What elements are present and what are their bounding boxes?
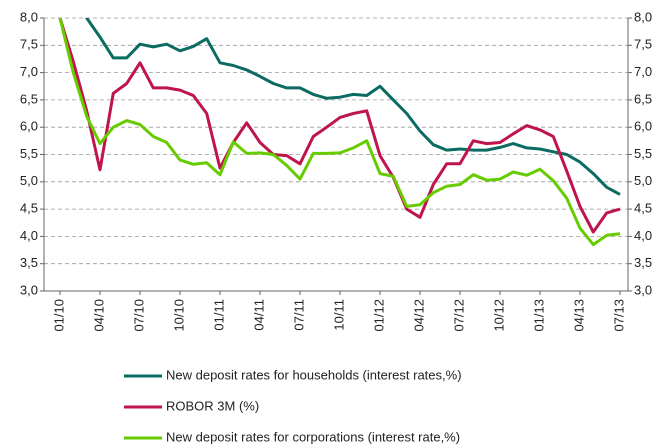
x-tick-label: 01/13 [531,299,546,332]
x-tick-label: 10/11 [331,299,346,331]
y-tick-label: 6,5 [20,91,38,106]
series-line [58,18,621,234]
y2-tick-label: 5,0 [634,173,652,188]
y-tick-label: 4,0 [20,228,38,243]
x-tick-label: 04/11 [251,299,266,331]
x-tick-label: 04/10 [91,299,106,332]
plot-area [58,18,621,247]
y2-tick-label: 6,0 [634,119,652,134]
y-tick-label: 3,5 [20,255,38,270]
y2-tick-label: 4,5 [634,201,652,216]
y-tick-label: 4,5 [20,201,38,216]
y-tick-label: 7,5 [20,37,38,52]
x-tick-label: 10/12 [491,299,506,332]
x-tick-label: 07/11 [291,299,306,331]
series-line [58,18,621,247]
x-tick-label: 07/13 [611,299,626,332]
legend-label: New deposit rates for corporations (inte… [166,429,460,444]
x-tick-label: 10/10 [171,299,186,332]
x-tick-label: 04/12 [411,299,426,332]
y2-tick-label: 5,5 [634,146,652,161]
y2-tick-label: 8,0 [634,9,652,24]
y2-tick-label: 3,5 [634,255,652,270]
x-tick-label: 01/10 [51,299,66,332]
y2-tick-label: 3,0 [634,282,652,297]
y2-tick-label: 4,0 [634,228,652,243]
legend: New deposit rates for households (intere… [124,367,462,444]
y-tick-label: 8,0 [20,9,38,24]
legend-label: New deposit rates for households (intere… [166,367,462,382]
y-tick-label: 3,0 [20,282,38,297]
x-tick-label: 07/10 [131,299,146,332]
y-tick-label: 5,5 [20,146,38,161]
y2-tick-label: 7,5 [634,37,652,52]
y2-tick-label: 6,5 [634,91,652,106]
y-tick-label: 6,0 [20,119,38,134]
axes: 3,0 3,5 4,0 4,5 5,0 5,5 6,0 6,5 7,0 7,5 8,0 3,0 3,5 4… [20,9,652,331]
series-line [84,18,621,196]
x-tick-label: 01/11 [211,299,226,331]
y-tick-label: 7,0 [20,64,38,79]
legend-label: ROBOR 3M (%) [166,398,259,413]
x-tick-label: 01/12 [371,299,386,332]
x-tick-label: 07/12 [451,299,466,332]
y-tick-label: 5,0 [20,173,38,188]
x-tick-label: 04/13 [571,299,586,332]
y2-tick-label: 7,0 [634,64,652,79]
